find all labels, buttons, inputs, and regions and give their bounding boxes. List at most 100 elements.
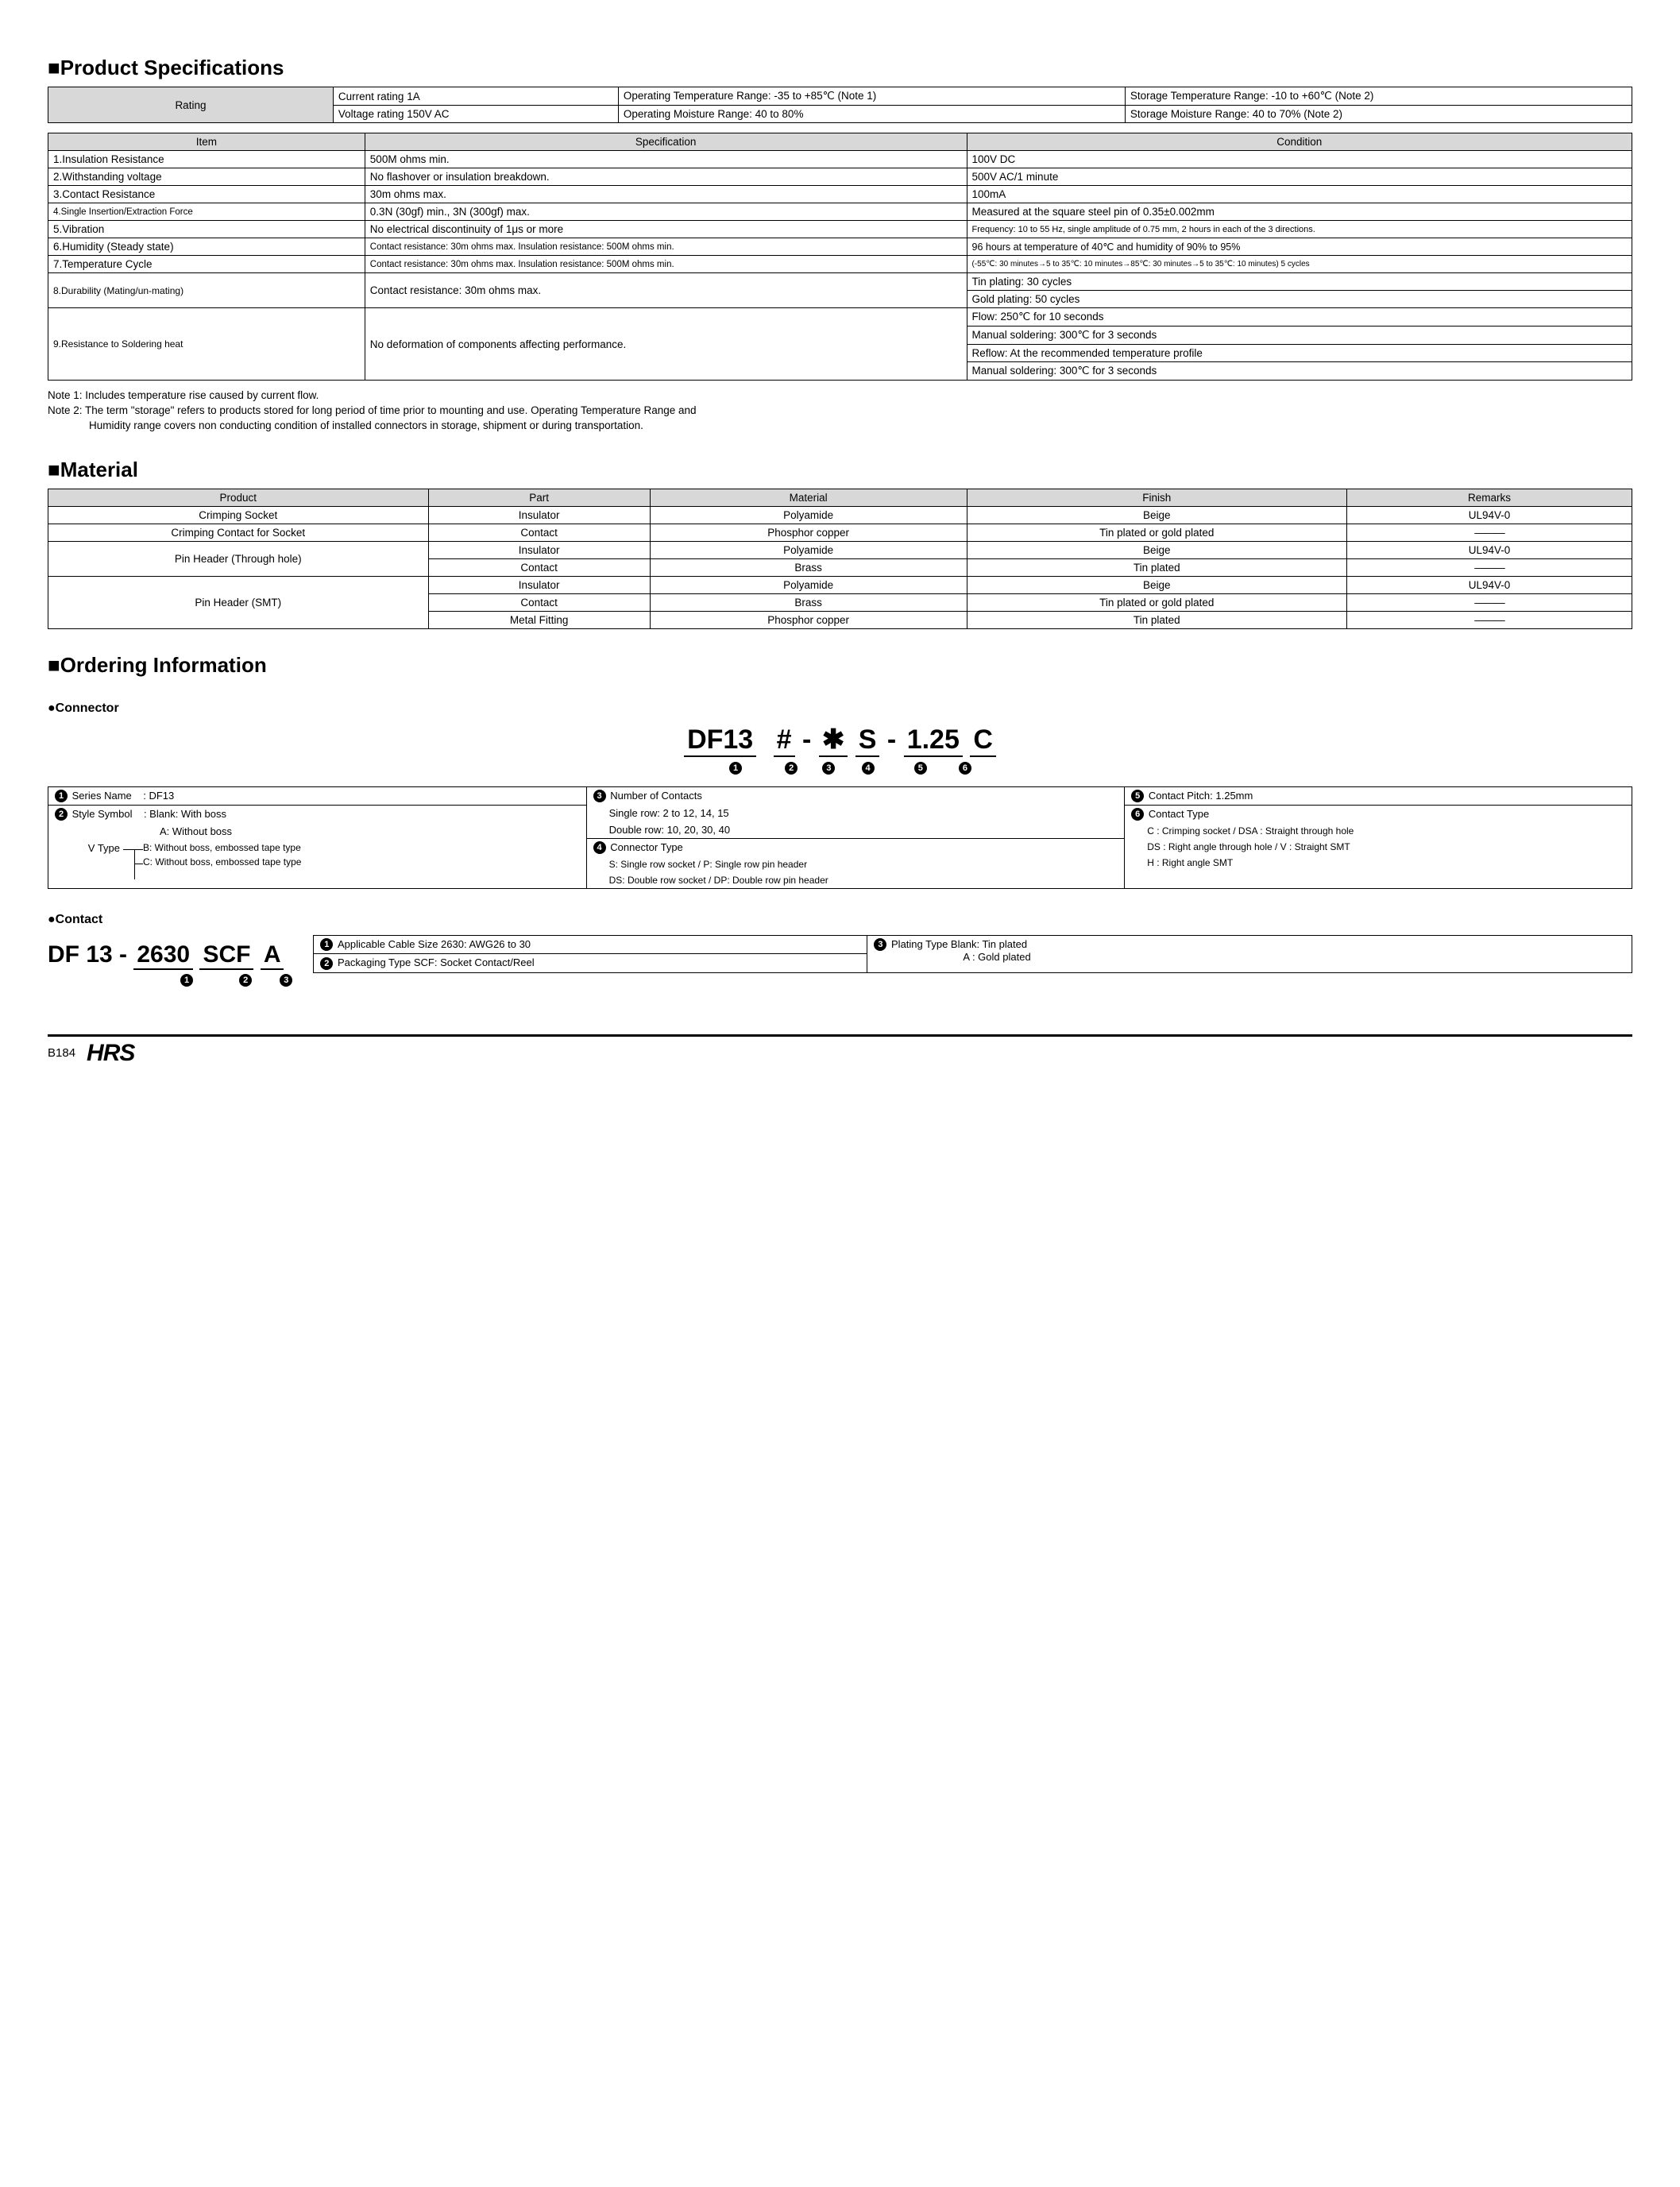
table-cell: 100mA bbox=[967, 186, 1632, 203]
table-cell: 7.Temperature Cycle bbox=[48, 256, 365, 273]
table-cell: Brass bbox=[650, 593, 967, 611]
table-cell: Manual soldering: 300℃ for 3 seconds bbox=[967, 362, 1632, 381]
mat-th: Material bbox=[650, 489, 967, 506]
legend-value: Double row: 10, 20, 30, 40 bbox=[609, 824, 731, 836]
note-1: Note 1: Includes temperature rise caused… bbox=[48, 388, 1632, 404]
table-cell: Pin Header (SMT) bbox=[48, 576, 429, 628]
hrs-logo: HRS bbox=[87, 1040, 134, 1067]
legend-value: DS : Right angle through hole / V : Stra… bbox=[1147, 841, 1350, 852]
table-cell: 8.Durability (Mating/un-mating) bbox=[48, 273, 365, 308]
table-cell: Manual soldering: 300℃ for 3 seconds bbox=[967, 327, 1632, 345]
table-cell: Metal Fitting bbox=[428, 611, 650, 628]
legend-value: Packaging Type SCF: Socket Contact/Reel bbox=[338, 956, 535, 968]
table-cell: ——— bbox=[1347, 593, 1632, 611]
legend-value: V Type bbox=[55, 842, 123, 854]
contact-legend-table: 1 Applicable Cable Size 2630: AWG26 to 3… bbox=[313, 935, 1632, 973]
table-cell: 9.Resistance to Soldering heat bbox=[48, 308, 365, 381]
table-cell: UL94V-0 bbox=[1347, 576, 1632, 593]
legend-value: : DF13 bbox=[143, 790, 174, 802]
table-cell: Flow: 250℃ for 10 seconds bbox=[967, 308, 1632, 327]
table-cell: Tin plated or gold plated bbox=[967, 524, 1347, 541]
table-cell: Tin plated bbox=[967, 611, 1347, 628]
table-cell: Crimping Contact for Socket bbox=[48, 524, 429, 541]
table-cell: 30m ohms max. bbox=[365, 186, 967, 203]
legend-value: A: Without boss bbox=[160, 825, 232, 837]
pn-seg: DF 13 bbox=[48, 941, 113, 968]
table-cell: Beige bbox=[967, 506, 1347, 524]
table-cell: No deformation of components affecting p… bbox=[365, 308, 967, 381]
rating-table: Rating Current rating 1A Operating Tempe… bbox=[48, 87, 1632, 123]
legend-value: B: Without boss, embossed tape type bbox=[143, 842, 301, 853]
rating-cell: Storage Temperature Range: -10 to +60℃ (… bbox=[1125, 87, 1632, 106]
table-cell: ——— bbox=[1347, 611, 1632, 628]
legend-label: Style Symbol bbox=[72, 808, 133, 820]
legend-label: Series Name bbox=[72, 790, 132, 802]
rating-cell: Operating Moisture Range: 40 to 80% bbox=[618, 106, 1125, 123]
legend-value: C : Crimping socket / DSA : Straight thr… bbox=[1147, 825, 1354, 837]
rating-cell: Current rating 1A bbox=[333, 87, 618, 106]
pn-seg: 2630 bbox=[133, 941, 193, 970]
legend-value: Applicable Cable Size 2630: AWG26 to 30 bbox=[338, 938, 531, 950]
page-number: B184 bbox=[48, 1046, 75, 1060]
table-cell: Insulator bbox=[428, 576, 650, 593]
rating-cell: Storage Moisture Range: 40 to 70% (Note … bbox=[1125, 106, 1632, 123]
legend-value: : Blank: With boss bbox=[144, 808, 226, 820]
table-cell: 5.Vibration bbox=[48, 221, 365, 238]
table-cell: 6.Humidity (Steady state) bbox=[48, 238, 365, 256]
spec-th-cond: Condition bbox=[967, 133, 1632, 151]
table-cell: 2.Withstanding voltage bbox=[48, 168, 365, 186]
section-ordering: ■Ordering Information bbox=[48, 653, 1632, 678]
table-cell: Contact bbox=[428, 524, 650, 541]
connector-part-number: DF13 # - ✱ S - 1.25 C bbox=[48, 724, 1632, 757]
table-cell: UL94V-0 bbox=[1347, 541, 1632, 558]
pn-seg-6: C bbox=[970, 724, 996, 757]
material-table: Product Part Material Finish Remarks Cri… bbox=[48, 489, 1632, 629]
table-cell: Polyamide bbox=[650, 541, 967, 558]
table-cell: Contact resistance: 30m ohms max. Insula… bbox=[365, 256, 967, 273]
table-cell: Tin plating: 30 cycles bbox=[967, 273, 1632, 291]
table-cell: 1.Insulation Resistance bbox=[48, 151, 365, 168]
table-cell: 4.Single Insertion/Extraction Force bbox=[48, 203, 365, 221]
table-cell: UL94V-0 bbox=[1347, 506, 1632, 524]
table-cell: Beige bbox=[967, 576, 1347, 593]
legend-value: DS: Double row socket / DP: Double row p… bbox=[609, 875, 828, 886]
section-material: ■Material bbox=[48, 458, 1632, 482]
table-cell: Contact resistance: 30m ohms max. Insula… bbox=[365, 238, 967, 256]
table-cell: ——— bbox=[1347, 524, 1632, 541]
contact-part-number: DF 13 - 2630 SCF A bbox=[48, 941, 297, 970]
notes: Note 1: Includes temperature rise caused… bbox=[48, 388, 1632, 434]
table-cell: 500V AC/1 minute bbox=[967, 168, 1632, 186]
table-cell: 3.Contact Resistance bbox=[48, 186, 365, 203]
connector-legend: 1 Series Name : DF13 2 Style Symbol : Bl… bbox=[48, 786, 1632, 889]
table-cell: 500M ohms min. bbox=[365, 151, 967, 168]
page-footer: B184 HRS bbox=[48, 1034, 1632, 1067]
legend-value: Plating Type Blank: Tin plated bbox=[891, 938, 1027, 950]
legend-value: A : Gold plated bbox=[874, 951, 1030, 963]
table-cell: Polyamide bbox=[650, 576, 967, 593]
pn-seg: A bbox=[261, 941, 284, 970]
table-cell: No flashover or insulation breakdown. bbox=[365, 168, 967, 186]
connector-subtitle: ●Connector bbox=[48, 701, 1632, 716]
legend-value: C: Without boss, embossed tape type bbox=[143, 856, 301, 867]
mat-th: Remarks bbox=[1347, 489, 1632, 506]
spec-table: Item Specification Condition 1.Insulatio… bbox=[48, 133, 1632, 381]
section-product-spec: ■Product Specifications bbox=[48, 56, 1632, 80]
rating-header: Rating bbox=[48, 87, 334, 123]
legend-label: Contact Pitch: 1.25mm bbox=[1149, 790, 1253, 802]
table-cell: Gold plating: 50 cycles bbox=[967, 291, 1632, 308]
table-cell: Phosphor copper bbox=[650, 524, 967, 541]
table-cell: Contact resistance: 30m ohms max. bbox=[365, 273, 967, 308]
note-2b: Humidity range covers non conducting con… bbox=[48, 419, 1632, 434]
mat-th: Part bbox=[428, 489, 650, 506]
table-cell: Reflow: At the recommended temperature p… bbox=[967, 345, 1632, 362]
table-cell: Tin plated or gold plated bbox=[967, 593, 1347, 611]
table-cell: (-55℃: 30 minutes→5 to 35℃: 10 minutes→8… bbox=[967, 256, 1632, 273]
pn-seg: SCF bbox=[199, 941, 253, 970]
contact-subtitle: ●Contact bbox=[48, 913, 1632, 927]
legend-value: H : Right angle SMT bbox=[1147, 857, 1233, 868]
rating-cell: Voltage rating 150V AC bbox=[333, 106, 618, 123]
legend-label: Number of Contacts bbox=[610, 790, 702, 802]
mat-th: Finish bbox=[967, 489, 1347, 506]
mat-th: Product bbox=[48, 489, 429, 506]
table-cell: Pin Header (Through hole) bbox=[48, 541, 429, 576]
